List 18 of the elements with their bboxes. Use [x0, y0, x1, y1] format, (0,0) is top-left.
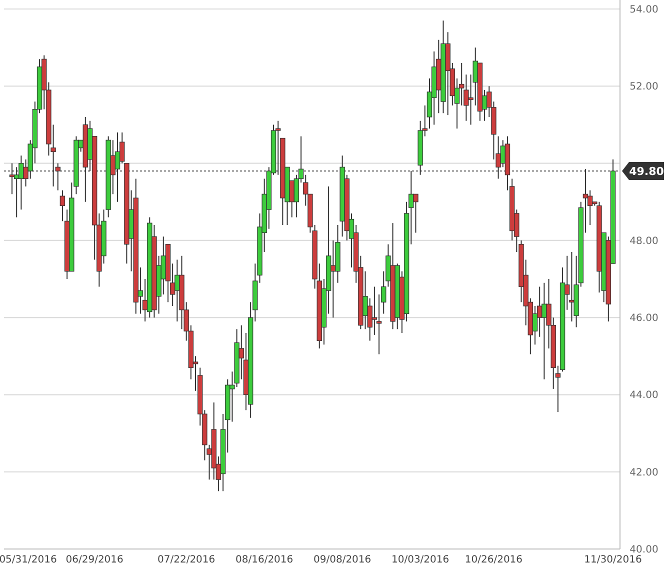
y-tick-label: 40.00	[630, 544, 658, 556]
y-tick-label: 48.00	[630, 236, 658, 247]
x-tick-label: 09/08/2016	[314, 554, 372, 566]
x-tick-label: 11/30/2016	[584, 554, 642, 566]
candlestick	[114, 132, 120, 202]
y-tick-label: 46.00	[630, 313, 658, 324]
y-tick-label: 44.00	[630, 390, 658, 402]
y-tick-label: 52.00	[630, 82, 658, 93]
x-tick-label: 08/16/2016	[236, 554, 294, 566]
y-tick-label: 54.00	[630, 4, 658, 16]
candlestick	[60, 190, 66, 222]
y-tick-label: 42.00	[630, 467, 658, 478]
x-tick-label: 10/26/2016	[464, 554, 523, 566]
x-tick-label: 10/03/2016	[391, 554, 450, 566]
x-tick-label: 07/22/2016	[158, 554, 216, 566]
ref-line-label: 49.80	[629, 164, 664, 178]
x-tick-label: 06/29/2016	[66, 554, 124, 566]
x-tick-label: 05/31/2016	[0, 554, 57, 566]
